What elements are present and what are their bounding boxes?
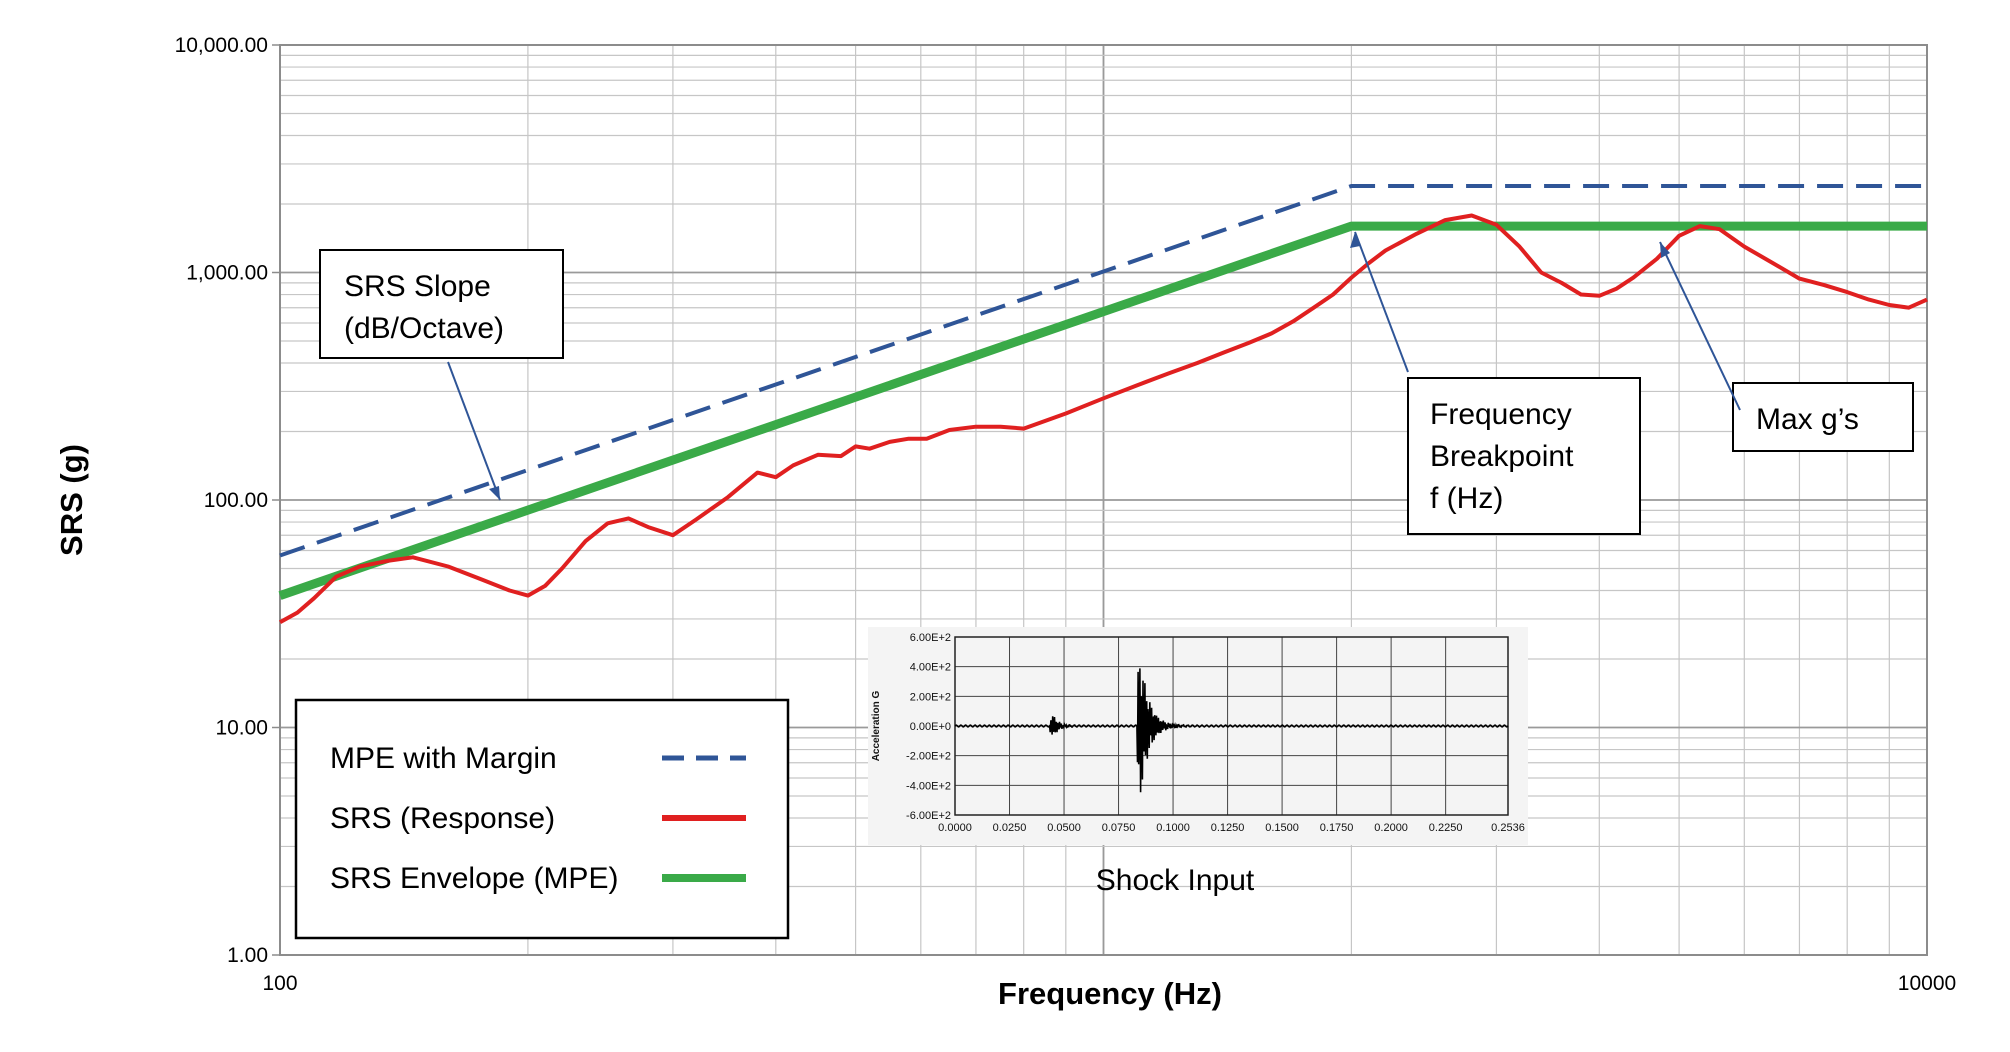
inset-y-tick-label: 2.00E+2 <box>910 691 951 703</box>
inset-y-tick-label: 4.00E+2 <box>910 662 951 674</box>
callout-max-gs-text: Max g’s <box>1756 403 1859 436</box>
x-tick-label: 10000 <box>1898 972 1956 995</box>
callout-frequency-breakpoint: Frequency Breakpoint f (Hz) <box>1350 231 1641 535</box>
series-line-srs-response <box>279 213 1928 625</box>
x-tick-label: 100 <box>262 972 297 995</box>
y-tick-label: 10.00 <box>215 717 268 740</box>
inset-x-tick-label: 0.1750 <box>1320 822 1354 834</box>
legend-label-srs-response: SRS (Response) <box>330 802 555 835</box>
callout-srs-slope-arrow <box>447 361 501 501</box>
callout-srs-slope-line2: (dB/Octave) <box>344 312 504 345</box>
y-axis-title: SRS (g) <box>54 444 89 556</box>
inset-x-tick-label: 0.1250 <box>1211 822 1245 834</box>
inset-x-tick-labels: 0.0000 0.0250 0.0500 0.0750 0.1000 0.1250 0.15… <box>938 822 1525 834</box>
inset-signal <box>954 668 1509 793</box>
inset-x-tick-label: 0.2536 <box>1491 822 1525 834</box>
inset-y-axis-title: Acceleration G <box>871 690 882 761</box>
inset-x-tick-label: 0.0750 <box>1102 822 1136 834</box>
inset-signal-trace <box>954 668 1509 793</box>
callout-srs-slope-box <box>319 249 564 359</box>
callout-breakpoint-line2: Breakpoint <box>1430 440 1574 473</box>
inset-shock-input: 6.00E+2 4.00E+2 2.00E+2 0.00E+0 -2.00E+2 -4.0… <box>868 627 1528 897</box>
y-tick-label: 1,000.00 <box>186 262 268 285</box>
inset-caption: Shock Input <box>1096 864 1255 897</box>
inset-x-tick-label: 0.0500 <box>1047 822 1081 834</box>
inset-y-tick-labels: 6.00E+2 4.00E+2 2.00E+2 0.00E+0 -2.00E+2 -4.0… <box>906 632 951 822</box>
series-line-mpe-with-margin <box>279 184 1927 558</box>
inset-y-tick-label: 6.00E+2 <box>910 632 951 644</box>
inset-x-tick-label: 0.2250 <box>1429 822 1463 834</box>
callout-max-gs-arrowhead <box>1660 242 1670 258</box>
callout-breakpoint-arrow <box>1354 231 1409 373</box>
inset-x-tick-label: 0.0250 <box>993 822 1027 834</box>
x-axis-title: Frequency (Hz) <box>998 976 1222 1011</box>
series-lines <box>278 184 1928 625</box>
y-tick-label: 10,000.00 <box>175 34 268 57</box>
inset-x-tick-label: 0.1000 <box>1156 822 1190 834</box>
inset-x-tick-label: 0.2000 <box>1374 822 1408 834</box>
y-tick-labels: 1.00 10.00 100.00 1,000.00 10,000.00 <box>175 34 280 967</box>
inset-y-tick-label: -6.00E+2 <box>906 810 951 822</box>
callout-srs-slope-line1: SRS Slope <box>344 270 491 303</box>
callout-max-gs-box <box>1732 382 1914 452</box>
y-tick-label: 1.00 <box>227 944 268 967</box>
legend: MPE with Margin SRS (Response) SRS Envel… <box>294 698 790 940</box>
series-line-srs-envelope-mpe <box>278 221 1927 600</box>
inset-x-tick-label: 0.1500 <box>1265 822 1299 834</box>
inset-y-tick-label: -4.00E+2 <box>906 780 951 792</box>
callout-breakpoint-line3: f (Hz) <box>1430 482 1503 515</box>
callout-max-gs: Max g’s <box>1659 241 1914 452</box>
inset-y-tick-label: -2.00E+2 <box>906 751 951 763</box>
callout-max-gs-arrow <box>1659 241 1741 411</box>
callout-breakpoint-box <box>1407 377 1641 535</box>
legend-label-mpe-margin: MPE with Margin <box>330 742 557 775</box>
legend-label-srs-envelope: SRS Envelope (MPE) <box>330 862 618 895</box>
callout-breakpoint-arrowhead <box>1350 232 1360 248</box>
y-tick-label: 100.00 <box>204 489 268 512</box>
callout-breakpoint-line1: Frequency <box>1430 398 1572 431</box>
callout-srs-slope: SRS Slope (dB/Octave) <box>319 249 564 501</box>
inset-x-tick-label: 0.0000 <box>938 822 972 834</box>
x-tick-labels: 100 10000 <box>262 972 1956 995</box>
inset-background <box>868 627 1528 845</box>
callout-srs-slope-arrowhead <box>489 486 500 500</box>
inset-y-tick-label: 0.00E+0 <box>910 721 951 733</box>
